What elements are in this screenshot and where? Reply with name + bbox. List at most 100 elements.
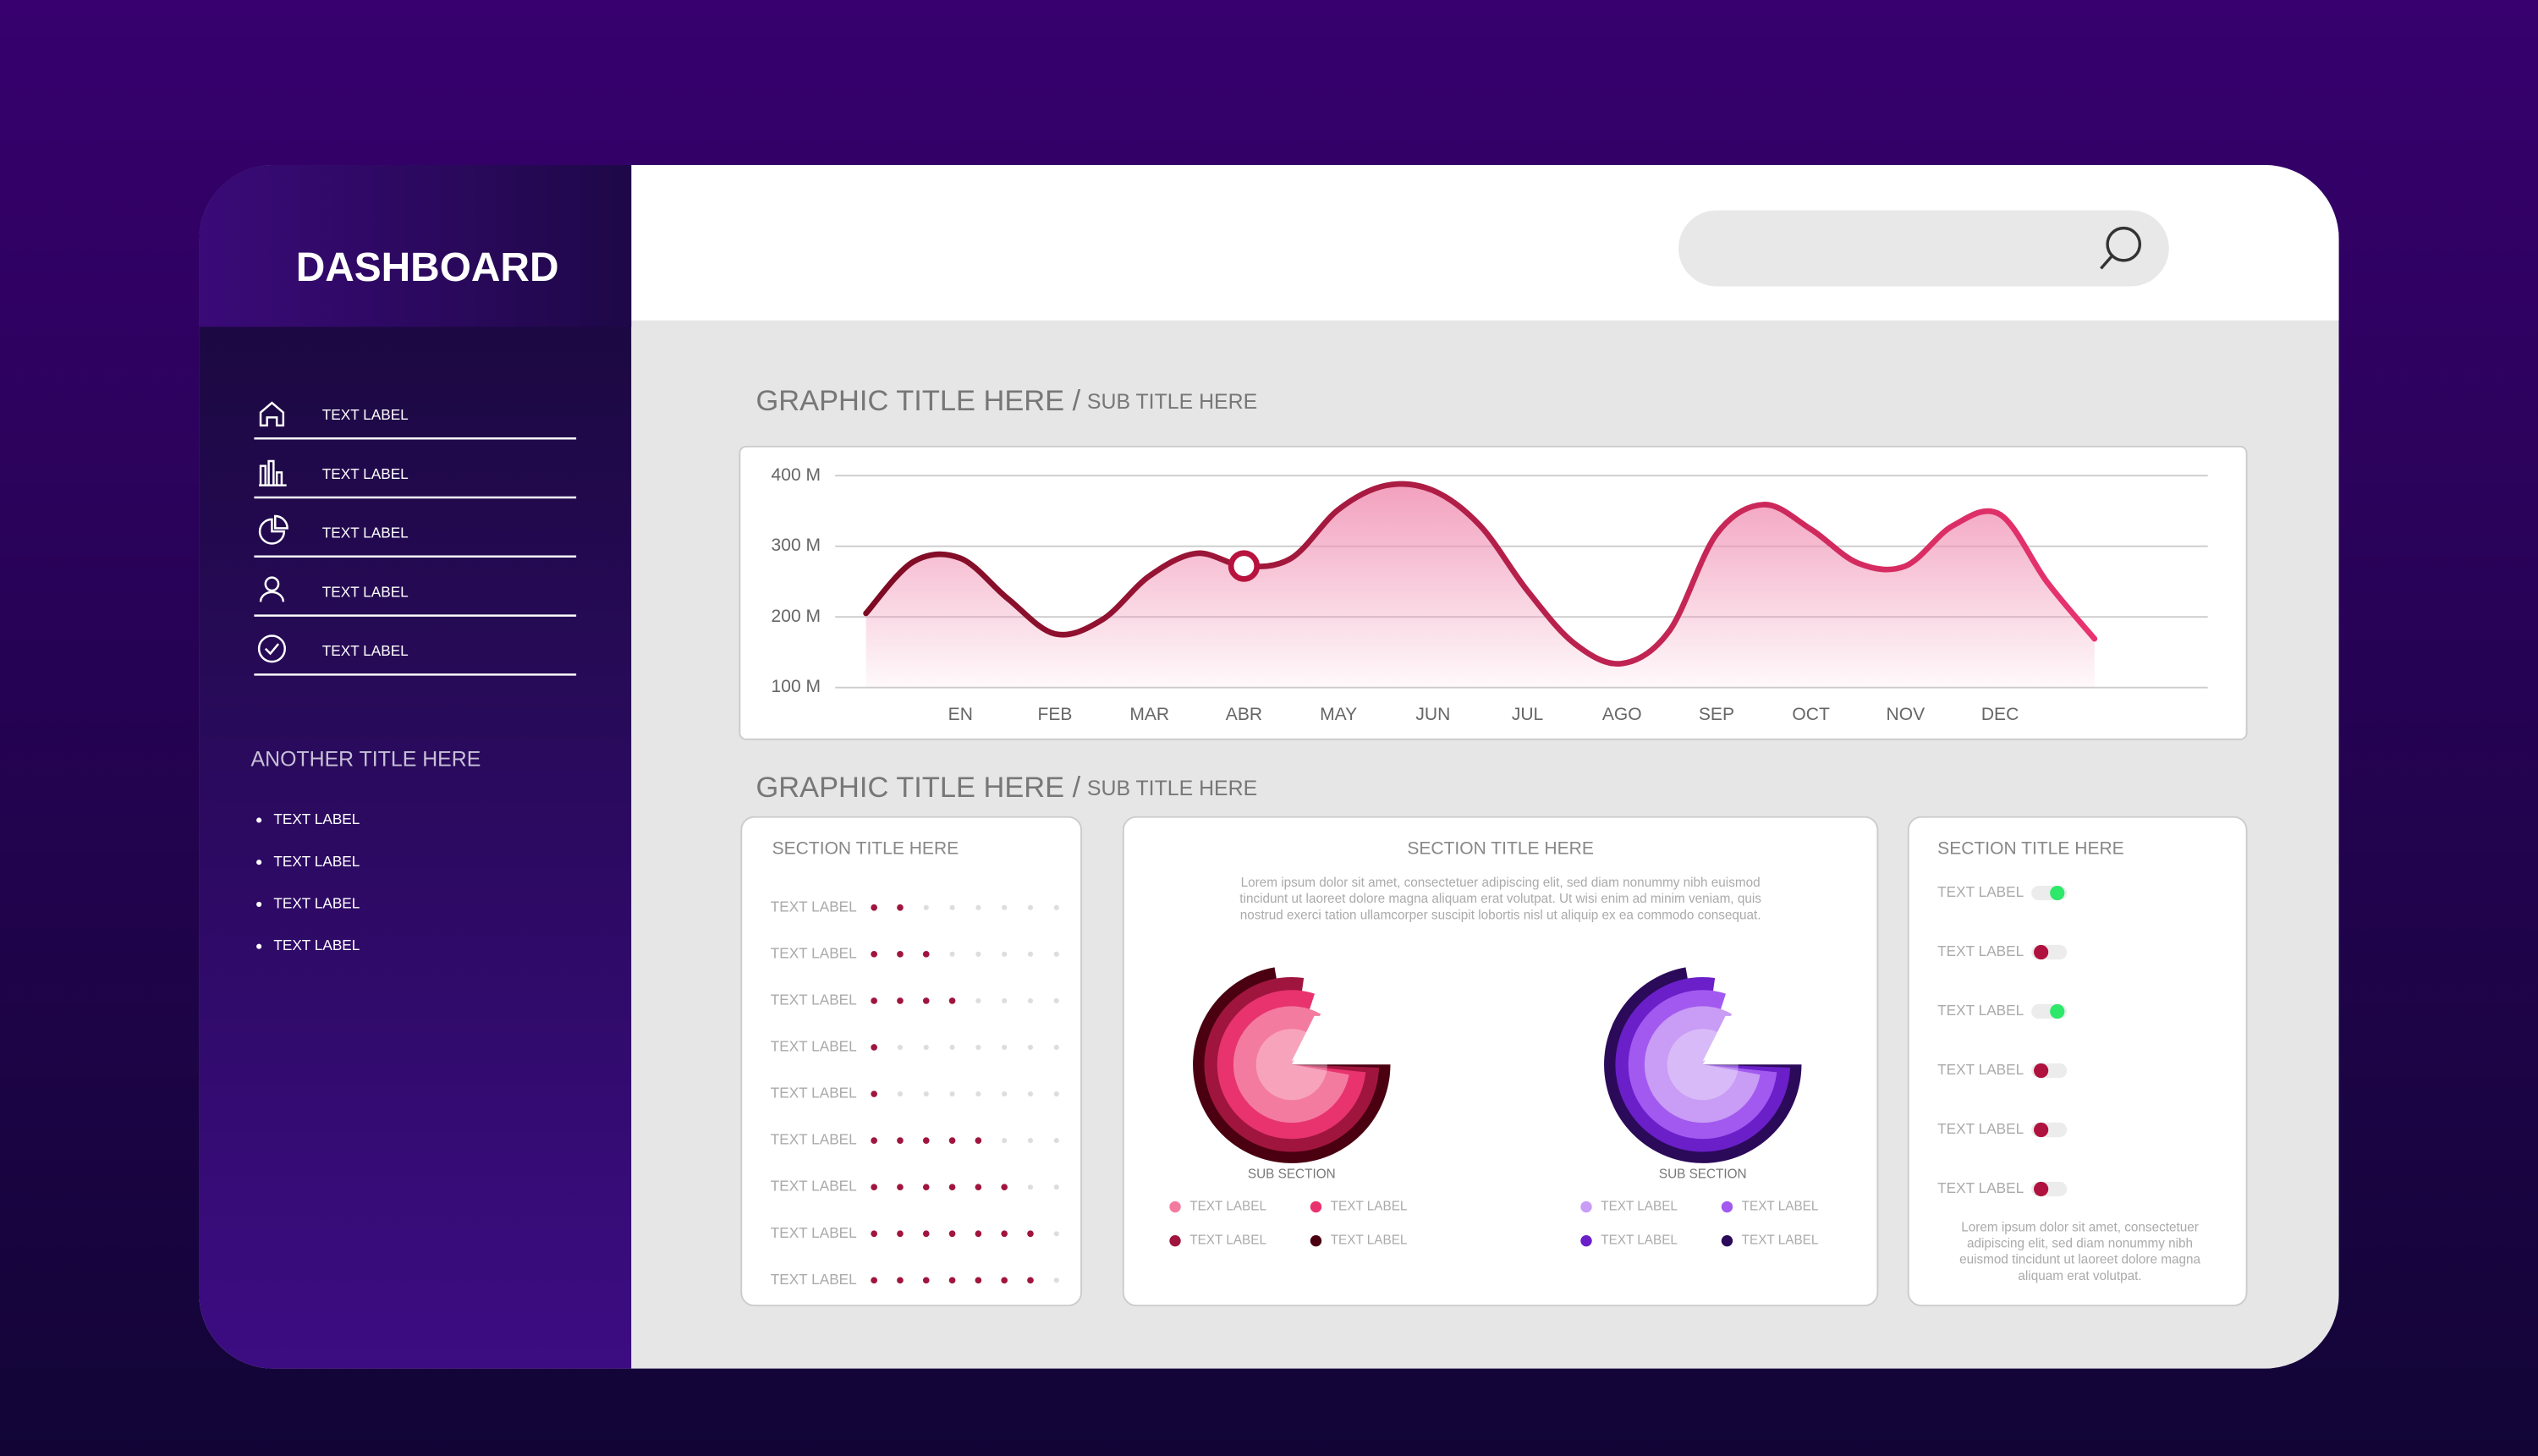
- filled-dot: [975, 1277, 982, 1284]
- dot-row: [871, 1184, 1059, 1191]
- toggle[interactable]: [2031, 1003, 2068, 1019]
- filled-dot: [871, 997, 877, 1004]
- dot-row: [871, 1230, 1059, 1238]
- empty-dot: [1027, 951, 1034, 957]
- x-tick-label: MAY: [1320, 705, 1357, 724]
- row-label: TEXT LABEL: [771, 1271, 857, 1288]
- filled-dot: [897, 1277, 904, 1284]
- menu-label[interactable]: TEXT LABEL: [322, 583, 409, 600]
- menu-label[interactable]: TEXT LABEL: [322, 525, 409, 541]
- x-tick-label: MAR: [1129, 705, 1169, 724]
- y-tick-label: 100 M: [772, 677, 821, 696]
- bullet: [256, 901, 262, 907]
- filled-dot: [871, 1184, 877, 1191]
- list-label[interactable]: TEXT LABEL: [273, 937, 360, 953]
- empty-dot: [897, 1091, 904, 1097]
- toggle[interactable]: [2031, 885, 2068, 901]
- donut-panel: [1122, 816, 1879, 1307]
- bullet: [256, 860, 262, 865]
- empty-dot: [1027, 997, 1034, 1003]
- menu-label[interactable]: TEXT LABEL: [322, 465, 409, 482]
- legend-label: TEXT LABEL: [1742, 1200, 1819, 1214]
- legend-label: TEXT LABEL: [1331, 1233, 1408, 1248]
- body-text: Lorem ipsum dolor sit amet, consectetuer: [1961, 1220, 2199, 1234]
- filled-dot: [897, 1230, 904, 1238]
- row-label: TEXT LABEL: [771, 944, 857, 961]
- heading-title: GRAPHIC TITLE HERE /: [755, 772, 1080, 804]
- dot-row: [871, 1091, 1059, 1097]
- legend-dot: [1310, 1201, 1322, 1213]
- menu-item[interactable]: TEXT LABEL: [254, 583, 577, 617]
- toggle[interactable]: [2031, 1122, 2068, 1138]
- list-label[interactable]: TEXT LABEL: [273, 894, 360, 911]
- x-tick-label: DEC: [1981, 705, 2019, 724]
- filled-dot: [922, 997, 930, 1004]
- dot-row: [871, 1137, 1059, 1144]
- legend-dot: [1721, 1234, 1733, 1247]
- toggle-knob[interactable]: [2050, 1003, 2065, 1019]
- menu-item[interactable]: TEXT LABEL: [254, 406, 577, 440]
- x-tick-label: EN: [948, 705, 973, 724]
- empty-dot: [897, 1044, 904, 1051]
- filled-dot: [871, 1091, 877, 1097]
- donut-subtitle: SUB SECTION: [1248, 1167, 1336, 1181]
- toggle[interactable]: [2031, 944, 2068, 960]
- empty-dot: [923, 1091, 929, 1097]
- toggle-knob[interactable]: [2034, 1063, 2049, 1079]
- filled-dot: [871, 1230, 877, 1238]
- body-text: tincidunt ut laoreet dolore magna aliqua…: [1239, 892, 1761, 906]
- panel-title: SECTION TITLE HERE: [1407, 838, 1594, 858]
- x-tick-label: ABR: [1226, 705, 1262, 724]
- x-tick-label: JUN: [1415, 705, 1450, 724]
- heading-subtitle: SUB TITLE HERE: [1087, 777, 1257, 800]
- search-icon[interactable]: [2106, 226, 2142, 262]
- search-bar[interactable]: [1678, 210, 2169, 287]
- menu-label[interactable]: TEXT LABEL: [322, 406, 409, 423]
- donut-notch: [1291, 1015, 1396, 1062]
- legend-label: TEXT LABEL: [1601, 1200, 1678, 1214]
- filled-dot: [871, 1044, 877, 1051]
- toggle-knob[interactable]: [2050, 885, 2065, 901]
- toggle-knob[interactable]: [2034, 1181, 2049, 1197]
- filled-dot: [1027, 1230, 1034, 1238]
- dot-row: [871, 951, 1059, 958]
- menu-item[interactable]: TEXT LABEL: [254, 525, 577, 558]
- filled-dot: [922, 1230, 930, 1238]
- dots-panel: [740, 816, 1083, 1307]
- toggle-label: TEXT LABEL: [1937, 1061, 2024, 1078]
- empty-dot: [1002, 904, 1008, 910]
- body-text: Lorem ipsum dolor sit amet, consectetuer…: [1241, 876, 1761, 890]
- toggle[interactable]: [2031, 1181, 2068, 1197]
- filled-dot: [975, 1137, 982, 1144]
- dot-row: [871, 997, 1059, 1004]
- toggle-knob[interactable]: [2034, 944, 2049, 960]
- empty-dot: [1053, 1231, 1059, 1237]
- filled-dot: [975, 1230, 982, 1238]
- menu-item[interactable]: TEXT LABEL: [254, 465, 577, 499]
- empty-dot: [1002, 1091, 1008, 1097]
- x-tick-label: NOV: [1887, 705, 1925, 724]
- highlight-point[interactable]: [1228, 550, 1261, 582]
- list-label[interactable]: TEXT LABEL: [273, 810, 360, 827]
- sidebar: [199, 165, 632, 1369]
- search-icon-handle: [2100, 254, 2114, 270]
- dashboard-title: DASHBOARD: [296, 245, 559, 290]
- legend-dot: [1580, 1234, 1592, 1247]
- heading-title: GRAPHIC TITLE HERE /: [755, 385, 1080, 417]
- empty-dot: [1002, 997, 1008, 1003]
- check-icon: [257, 635, 286, 663]
- filled-dot: [922, 1277, 930, 1284]
- toggle[interactable]: [2031, 1063, 2068, 1079]
- line: [863, 481, 2098, 667]
- search-field[interactable]: [1678, 210, 2169, 287]
- empty-dot: [949, 904, 955, 910]
- filled-dot: [871, 904, 877, 911]
- user-icon-body: [259, 591, 285, 602]
- toggle-knob[interactable]: [2034, 1122, 2049, 1138]
- legend-dot: [1169, 1234, 1181, 1247]
- menu-icons: [257, 401, 288, 663]
- menu-item[interactable]: TEXT LABEL: [254, 642, 577, 676]
- menu-label[interactable]: TEXT LABEL: [322, 642, 409, 659]
- list-label[interactable]: TEXT LABEL: [273, 853, 360, 870]
- body-text: euismod tincidunt ut laoreet dolore magn…: [1959, 1253, 2200, 1267]
